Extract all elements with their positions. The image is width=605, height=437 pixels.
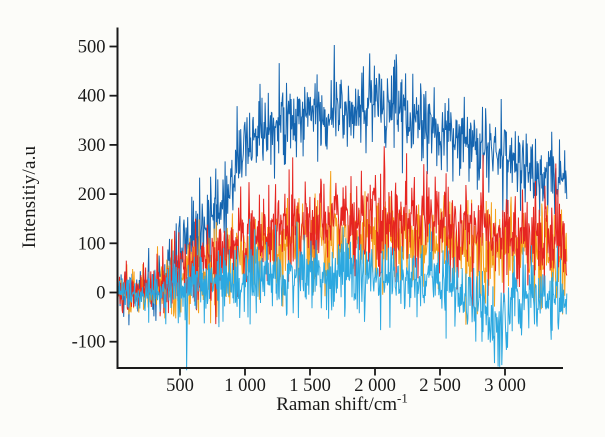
spectrum-dark-blue — [116, 44, 568, 327]
y-tick-label: 500 — [78, 38, 106, 58]
y-tick-label: 0 — [96, 284, 105, 304]
axis-frame — [116, 27, 563, 369]
spectra-series-group — [116, 44, 568, 371]
x-axis-title-base: Raman shift/cm — [276, 394, 398, 415]
y-tick-label: 200 — [78, 185, 106, 205]
y-tick-label: 100 — [78, 234, 106, 254]
y-tick-label: 400 — [78, 87, 106, 107]
x-tick-label: 500 — [166, 376, 194, 396]
x-tick-label: 2 500 — [419, 376, 461, 396]
y-tick-label: 300 — [78, 136, 106, 156]
x-axis-title-exponent: -1 — [397, 390, 408, 406]
x-tick-label: 3 000 — [484, 376, 526, 396]
x-tick-label: 1 000 — [224, 376, 266, 396]
spectrum-cyan — [116, 218, 568, 371]
y-tick-label: -100 — [72, 333, 106, 353]
x-tick-label: 1 500 — [289, 376, 331, 396]
y-axis-title: Intensitiy/a.u — [19, 145, 40, 249]
x-tick-label: 2 000 — [354, 376, 396, 396]
x-axis-title: Raman shift/cm-1 — [117, 390, 567, 416]
